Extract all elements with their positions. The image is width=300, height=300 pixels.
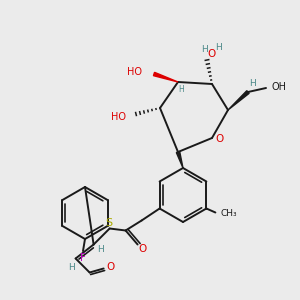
Text: OH: OH: [272, 82, 287, 92]
Text: H: H: [201, 44, 207, 53]
Polygon shape: [228, 91, 249, 110]
Text: CH₃: CH₃: [220, 209, 237, 218]
Text: H: H: [97, 245, 104, 254]
Text: S: S: [105, 218, 112, 229]
Text: O: O: [215, 134, 223, 144]
Text: H: H: [178, 85, 184, 94]
Text: O: O: [208, 49, 216, 59]
Text: O: O: [139, 244, 147, 254]
Text: H: H: [216, 43, 222, 52]
Polygon shape: [153, 72, 178, 82]
Text: HO: HO: [127, 67, 142, 77]
Text: F: F: [80, 253, 86, 263]
Polygon shape: [176, 152, 183, 168]
Text: H: H: [249, 79, 255, 88]
Text: O: O: [106, 262, 115, 272]
Text: H: H: [68, 263, 75, 272]
Text: HO: HO: [111, 112, 126, 122]
